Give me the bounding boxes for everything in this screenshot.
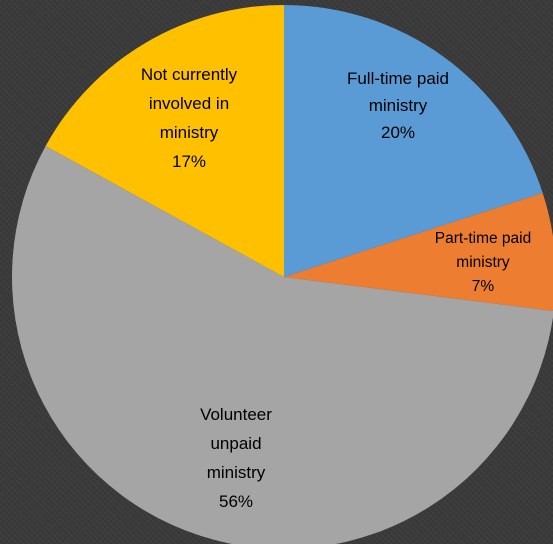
data-label-full-time: Full-time paid ministry 20%: [347, 69, 449, 142]
data-label-line: 7%: [472, 278, 495, 295]
data-label-line: Part-time paid: [435, 230, 531, 247]
data-label-line: ministry: [160, 123, 219, 142]
pie-slice-part-time: [284, 192, 553, 311]
data-label-line: Not currently: [141, 65, 238, 84]
pie-slice-full-time: [284, 5, 543, 277]
data-label-line: Volunteer: [200, 405, 272, 424]
data-label-not-involved: Not currently involved in ministry 17%: [141, 65, 238, 171]
data-label-line: Full-time paid: [347, 69, 449, 88]
pie-labels: Full-time paid ministry 20% Part-time paid m…: [141, 65, 531, 511]
data-label-line: 56%: [219, 492, 253, 511]
data-label-volunteer: Volunteer unpaid ministry 56%: [200, 405, 272, 511]
data-label-line: 20%: [381, 123, 415, 142]
data-label-line: involved in: [149, 94, 229, 113]
data-label-line: 17%: [172, 152, 206, 171]
data-label-line: unpaid: [210, 434, 261, 453]
pie-slice-volunteer: [12, 145, 553, 544]
data-label-line: ministry: [369, 96, 428, 115]
pie-slice-not-involved: [45, 5, 284, 277]
pie-slices: [12, 5, 553, 544]
data-label-line: ministry: [456, 254, 510, 271]
data-label-line: ministry: [207, 463, 266, 482]
data-label-part-time: Part-time paid ministry 7%: [435, 230, 531, 295]
